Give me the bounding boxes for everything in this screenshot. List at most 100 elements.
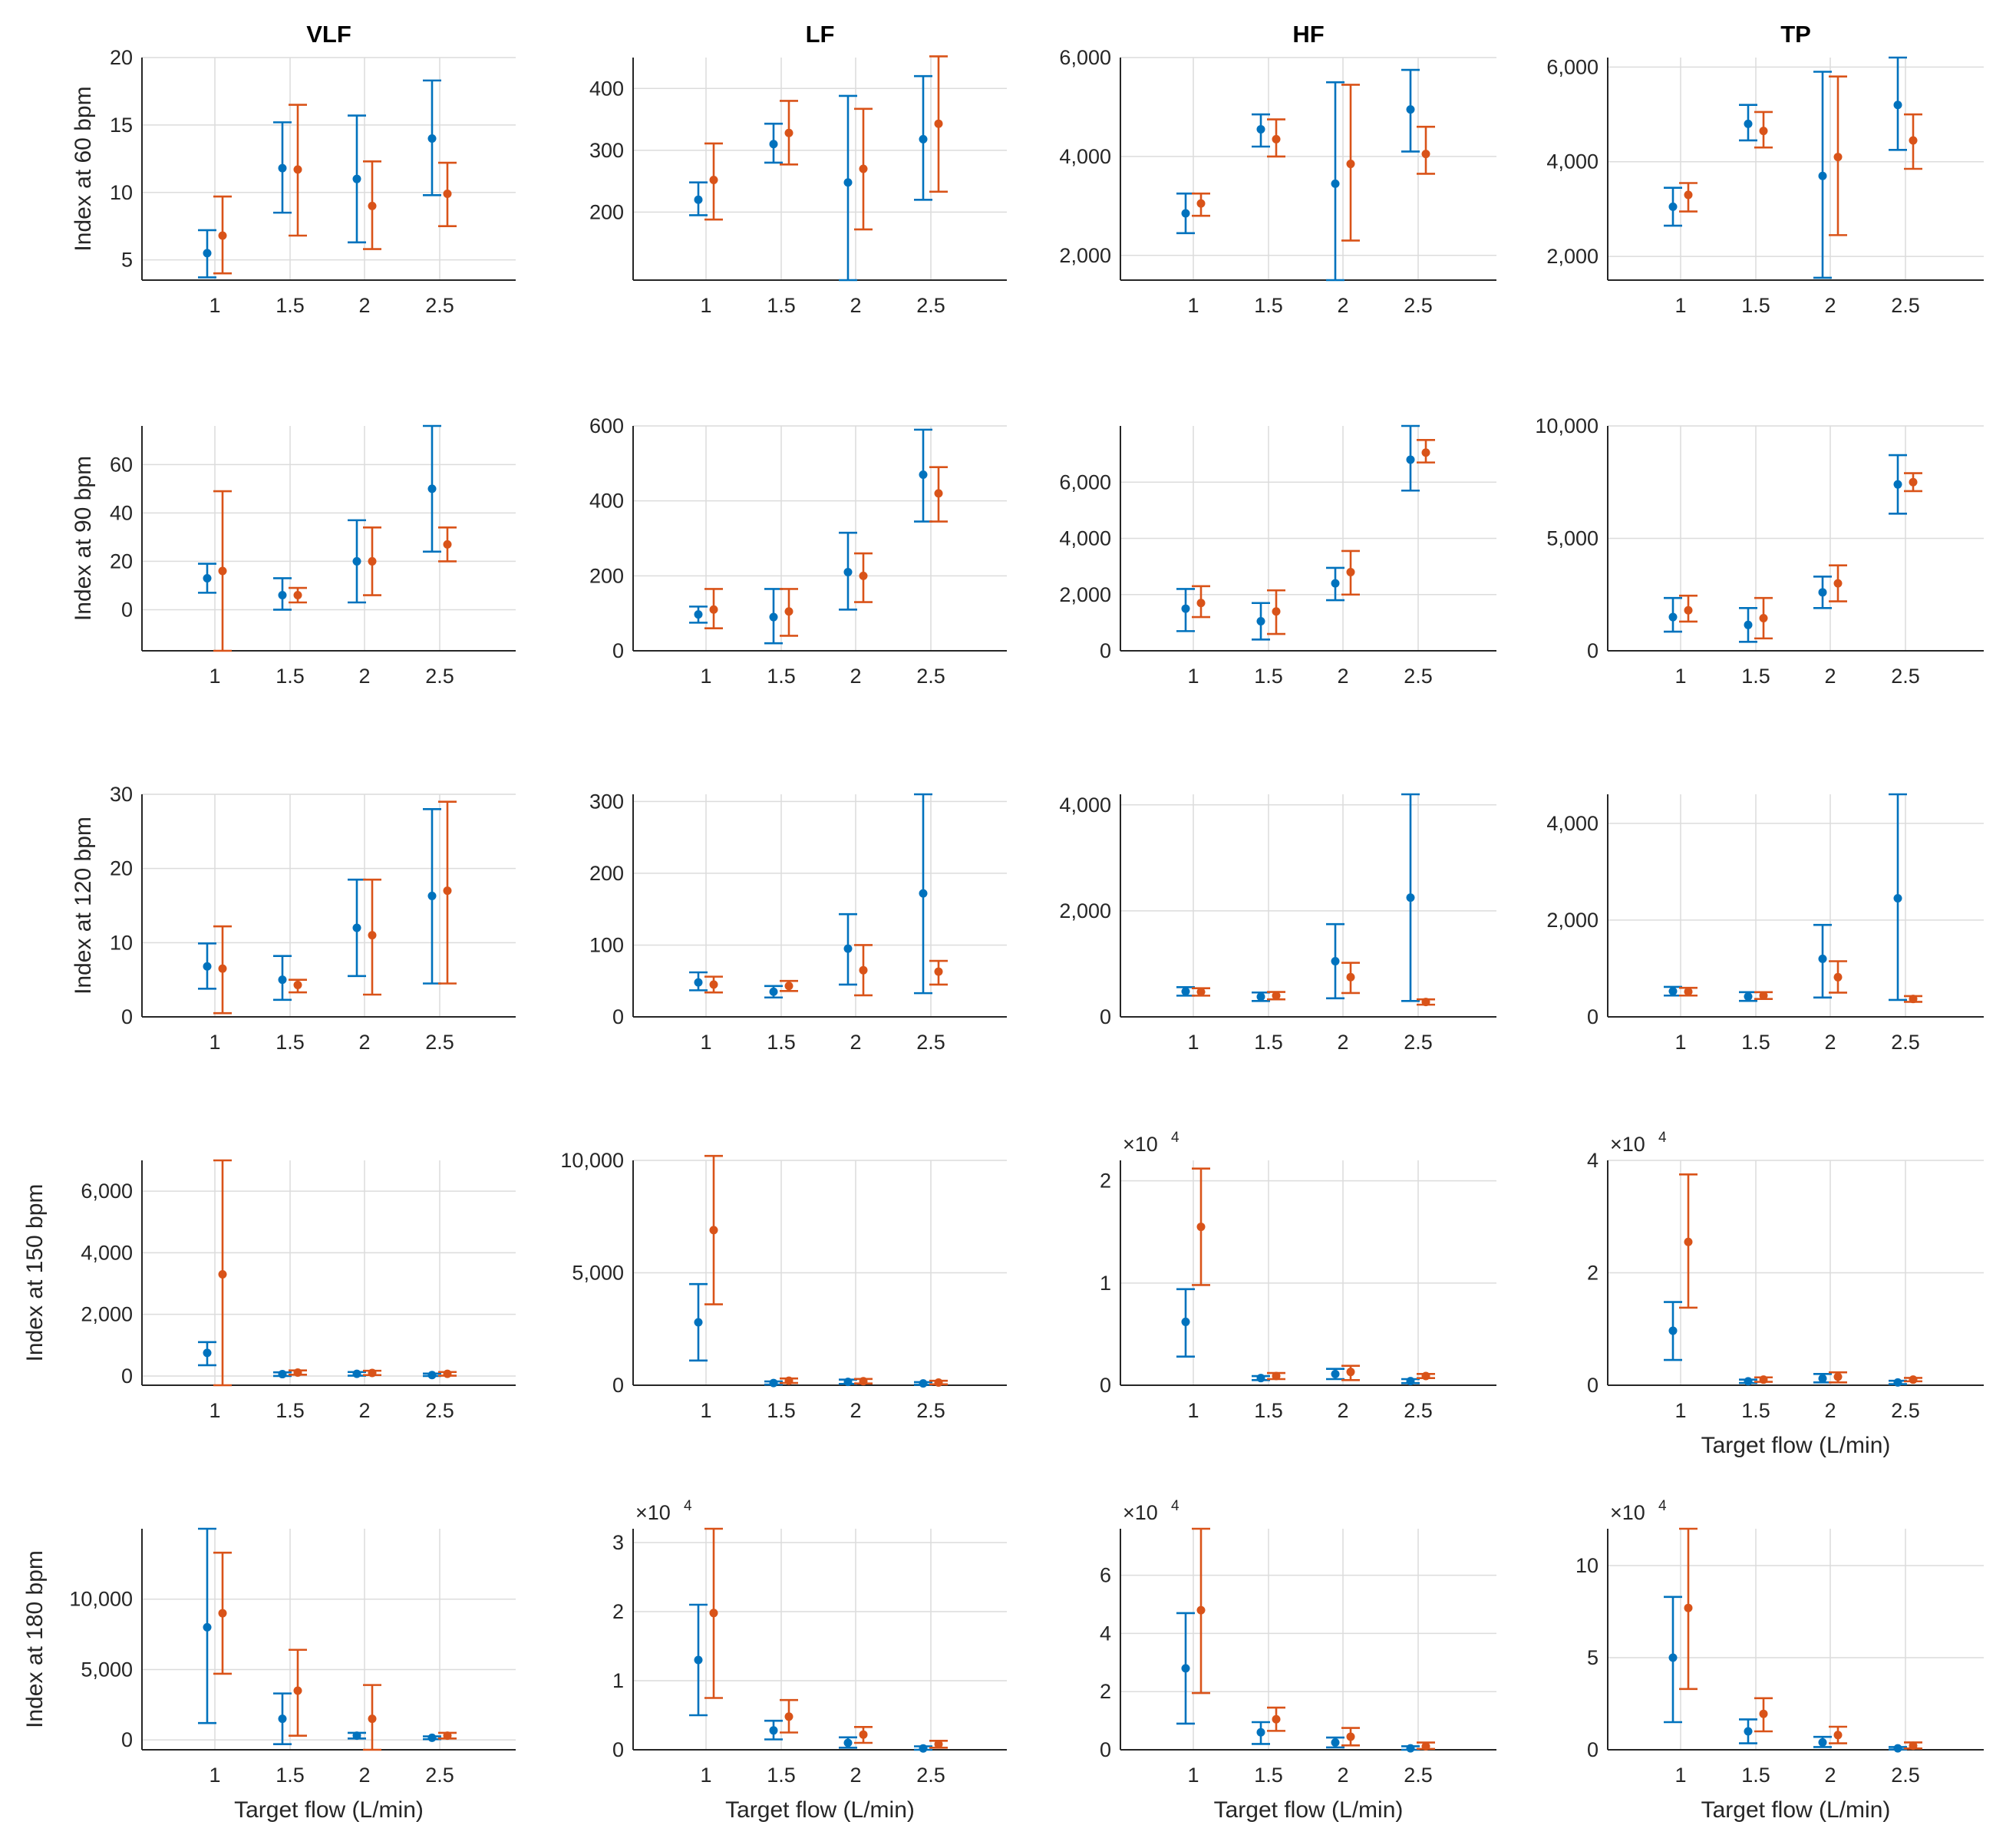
y-tick-label: 2,000 — [1546, 909, 1599, 932]
y-tick-label: 2 — [1587, 1262, 1599, 1285]
data-point — [859, 1377, 868, 1386]
error-bar — [914, 74, 932, 201]
x-tick-label: 1.5 — [1741, 665, 1770, 688]
data-point — [443, 540, 452, 549]
x-tick-label: 1 — [1187, 294, 1199, 317]
error-bar — [704, 1527, 723, 1699]
error-bar — [1417, 1371, 1435, 1381]
error-bar — [273, 577, 292, 611]
data-point — [843, 567, 853, 576]
data-point — [934, 967, 943, 976]
data-point — [919, 1379, 928, 1388]
y-tick-label: 1 — [1100, 1272, 1111, 1295]
data-point — [1744, 119, 1753, 128]
error-bar — [1904, 472, 1922, 493]
error-bar — [704, 975, 723, 994]
y-tick-label: 6,000 — [81, 1180, 133, 1203]
x-tick-label: 2.5 — [425, 1764, 454, 1787]
data-point — [919, 470, 928, 479]
x-tick-label: 1 — [1674, 1031, 1686, 1054]
row-label: Index at 150 bpm — [22, 1184, 48, 1362]
data-point — [709, 1226, 718, 1235]
error-bar — [914, 428, 932, 523]
y-tick-label: 0 — [612, 639, 624, 662]
data-point — [368, 1368, 377, 1378]
y-tick-label: 10 — [110, 931, 133, 954]
x-tick-label: 2 — [1824, 1399, 1836, 1422]
data-point — [1684, 987, 1693, 996]
y-tick-label: 300 — [589, 790, 624, 813]
error-bar — [1176, 1612, 1195, 1725]
error-bar — [689, 1282, 708, 1362]
error-bar — [1401, 1377, 1420, 1386]
x-tick-label: 1.5 — [1254, 665, 1283, 688]
y-tick-label: 4,000 — [1059, 145, 1111, 168]
data-point — [1181, 1664, 1190, 1673]
y-tick-label: 6,000 — [1546, 55, 1599, 78]
y-tick-label: 0 — [1100, 1738, 1111, 1761]
y-tick-label: 0 — [612, 1005, 624, 1028]
data-point — [443, 886, 452, 896]
y-tick-label: 3 — [612, 1531, 624, 1554]
data-point — [218, 1270, 227, 1279]
axis-exponent-power: 4 — [1171, 1130, 1180, 1146]
error-bar — [423, 808, 441, 985]
data-point — [919, 134, 928, 144]
error-bar — [1267, 1371, 1285, 1381]
x-tick-label: 1 — [1187, 1764, 1199, 1787]
data-point — [709, 176, 718, 184]
error-bar — [423, 1371, 441, 1380]
data-point — [1331, 579, 1340, 588]
x-tick-label: 1.5 — [1254, 1764, 1283, 1787]
error-bar — [780, 100, 798, 166]
error-bar — [1326, 566, 1344, 602]
error-bar — [1664, 596, 1682, 633]
error-bar — [929, 959, 948, 986]
error-bar — [438, 800, 457, 985]
x-tick-label: 1.5 — [1254, 1399, 1283, 1422]
data-point — [1421, 1741, 1430, 1751]
x-tick-label: 2 — [850, 1764, 861, 1787]
error-bar — [854, 1726, 873, 1744]
error-bar — [1192, 1527, 1210, 1695]
x-tick-label: 1.5 — [275, 1031, 305, 1054]
axis-exponent: ×10 — [1123, 1133, 1158, 1156]
data-point — [919, 1744, 928, 1753]
error-bar — [689, 181, 708, 216]
error-bar — [438, 161, 457, 227]
data-point — [1684, 1603, 1693, 1612]
data-point — [1668, 202, 1678, 211]
data-point — [769, 612, 778, 622]
x-tick-label: 2 — [1337, 1399, 1348, 1422]
error-bar — [914, 793, 932, 995]
error-bar — [198, 942, 216, 990]
error-bar — [1326, 1368, 1344, 1381]
data-point — [352, 1369, 361, 1378]
axis-exponent: ×10 — [1123, 1501, 1158, 1524]
error-bar — [289, 1648, 307, 1737]
error-bar — [1889, 1378, 1907, 1387]
error-bar — [1192, 1167, 1210, 1286]
axis-exponent-power: 4 — [684, 1498, 692, 1514]
data-point — [1668, 1326, 1678, 1335]
y-tick-label: 0 — [121, 1005, 133, 1028]
axis-exponent-power: 4 — [1658, 1130, 1667, 1146]
error-bar — [1754, 596, 1773, 640]
data-point — [843, 1378, 853, 1387]
data-point — [1196, 1605, 1206, 1615]
error-bar — [1341, 962, 1360, 995]
error-bar — [1192, 192, 1210, 217]
data-point — [859, 571, 868, 580]
row-label: Index at 90 bpm — [71, 456, 96, 621]
error-bar — [1341, 84, 1360, 242]
y-tick-label: 2,000 — [1546, 245, 1599, 268]
error-bar — [780, 1376, 798, 1385]
x-axis-label: Target flow (L/min) — [725, 1797, 915, 1823]
data-point — [1818, 588, 1827, 597]
y-tick-label: 0 — [121, 1728, 133, 1751]
data-point — [368, 931, 377, 940]
data-point — [427, 134, 437, 143]
x-tick-label: 2 — [1824, 294, 1836, 317]
y-tick-label: 10 — [110, 181, 133, 204]
x-axis-label: Target flow (L/min) — [1214, 1797, 1404, 1823]
